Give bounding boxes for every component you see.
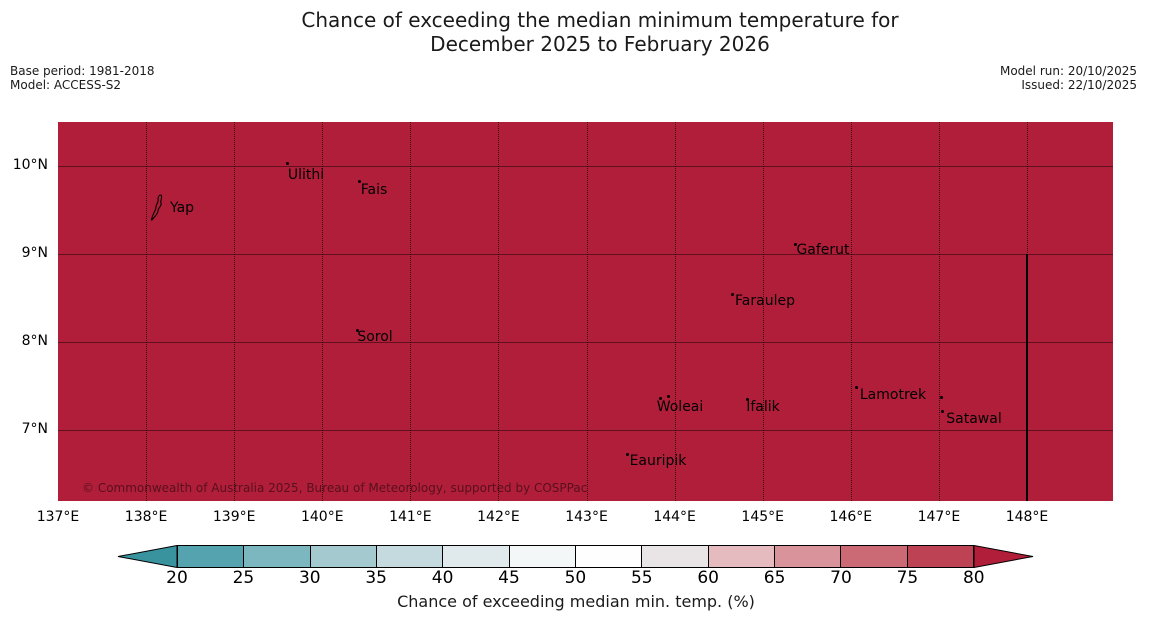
colorbar-segment	[774, 546, 842, 567]
copyright-notice: © Commonwealth of Australia 2025, Bureau…	[82, 481, 588, 495]
map-area: © Commonwealth of Australia 2025, Bureau…	[58, 122, 1113, 501]
place-dot	[745, 397, 749, 401]
grid-line-horizontal	[58, 342, 1113, 344]
place-label: Gaferut	[796, 242, 850, 258]
place-label: Fais	[360, 182, 388, 198]
place-label: Satawal	[946, 411, 1002, 427]
x-tick-label: 148°E	[1005, 509, 1049, 525]
place-dot	[793, 242, 797, 246]
x-tick-label: 140°E	[300, 509, 344, 525]
colorbar-tick-label: 65	[763, 568, 786, 588]
colorbar-segment	[907, 546, 973, 567]
figure-title: Chance of exceeding the median minimum t…	[301, 8, 898, 56]
place-label: Ifalik	[746, 399, 780, 415]
place-dot	[854, 385, 858, 389]
grid-line-vertical	[410, 122, 412, 501]
title-line-2: December 2025 to February 2026	[430, 32, 770, 56]
y-tick-label: 8°N	[21, 333, 48, 350]
colorbar	[117, 545, 1034, 568]
x-tick-label: 146°E	[829, 509, 873, 525]
place-dot	[666, 394, 670, 398]
colorbar-tick-label: 70	[830, 568, 852, 588]
x-tick-label: 141°E	[389, 509, 432, 525]
colorbar-over-arrow	[974, 545, 1034, 568]
place-dot	[940, 409, 944, 413]
grid-line-vertical	[850, 122, 852, 501]
x-tick-label: 143°E	[565, 509, 608, 525]
place-label: Ulithi	[287, 167, 325, 183]
run-metadata-right: Model run: 20/10/2025 Issued: 22/10/2025	[1000, 64, 1137, 92]
colorbar-tick-label: 35	[365, 568, 387, 588]
colorbar-segment	[443, 546, 510, 567]
base-period-text: Base period: 1981-2018	[10, 64, 155, 78]
place-dot	[285, 161, 289, 165]
x-tick-label: 145°E	[741, 509, 784, 525]
colorbar-segment	[310, 546, 377, 567]
x-tick-label: 137°E	[36, 509, 80, 525]
colorbar-tick-label: 50	[564, 568, 587, 588]
place-label: Yap	[169, 200, 195, 216]
title-line-1: Chance of exceeding the median minimum t…	[301, 8, 899, 32]
grid-line-horizontal	[58, 430, 1113, 432]
colorbar-tick-label: 80	[962, 568, 985, 588]
colorbar-segment	[708, 546, 775, 567]
colorbar-tick-label: 20	[166, 568, 188, 588]
grid-line-vertical	[146, 122, 148, 501]
colorbar-tick-label: 30	[298, 568, 321, 588]
model-run-text: Model run: 20/10/2025	[999, 64, 1137, 78]
colorbar-axis-label: Chance of exceeding median min. temp. (%…	[397, 592, 755, 611]
colorbar-tick-label: 55	[630, 568, 653, 588]
model-text: Model: ACCESS-S2	[10, 78, 122, 92]
colorbar-segment	[642, 546, 709, 567]
colorbar-tick-label: 40	[431, 568, 454, 588]
place-dot	[625, 452, 629, 456]
x-tick-label: 139°E	[212, 509, 256, 525]
grid-line-horizontal	[58, 166, 1113, 167]
issued-text: Issued: 22/10/2025	[1021, 78, 1137, 92]
grid-line-vertical	[1026, 122, 1028, 501]
x-tick-label: 142°E	[477, 509, 520, 525]
place-dot	[357, 179, 361, 183]
place-label: Eauripik	[629, 453, 687, 469]
place-dot	[355, 328, 359, 332]
colorbar-strip	[177, 545, 974, 568]
place-label: Lamotrek	[859, 387, 927, 403]
x-tick-label: 144°E	[653, 509, 696, 525]
x-tick-label: 147°E	[917, 509, 961, 525]
colorbar-segment	[841, 546, 908, 567]
grid-line-vertical	[498, 122, 500, 501]
colorbar-under-arrow	[117, 545, 178, 568]
colorbar-tick-label: 75	[896, 568, 919, 588]
colorbar-segment	[509, 546, 576, 567]
grid-line-vertical	[674, 122, 676, 501]
grid-line-vertical	[234, 122, 236, 501]
grid-line-horizontal	[58, 254, 1113, 256]
y-tick-label: 9°N	[21, 245, 48, 262]
x-tick-label: 138°E	[124, 509, 168, 525]
place-label: Sorol	[357, 329, 393, 345]
grid-line-vertical	[762, 122, 764, 501]
colorbar-segment	[178, 546, 245, 567]
run-metadata-left: Base period: 1981-2018 Model: ACCESS-S2	[10, 64, 155, 92]
place-dot	[658, 396, 662, 400]
place-dot	[939, 395, 943, 399]
grid-line-vertical	[322, 122, 324, 501]
colorbar-tick-label: 45	[498, 568, 520, 588]
colorbar-segment	[376, 546, 444, 567]
colorbar-segment	[244, 546, 311, 567]
yap-island-icon	[151, 194, 163, 221]
grid-line-vertical	[938, 122, 940, 501]
colorbar-segment	[575, 546, 643, 567]
y-tick-label: 10°N	[12, 157, 48, 173]
place-label: Faraulep	[735, 293, 795, 309]
y-tick-label: 7°N	[21, 421, 48, 438]
colorbar-tick-label: 25	[232, 568, 255, 588]
place-label: Woleai	[656, 399, 704, 415]
grid-line-vertical	[586, 122, 588, 501]
place-dot	[730, 292, 734, 296]
colorbar-tick-label: 60	[697, 568, 719, 588]
